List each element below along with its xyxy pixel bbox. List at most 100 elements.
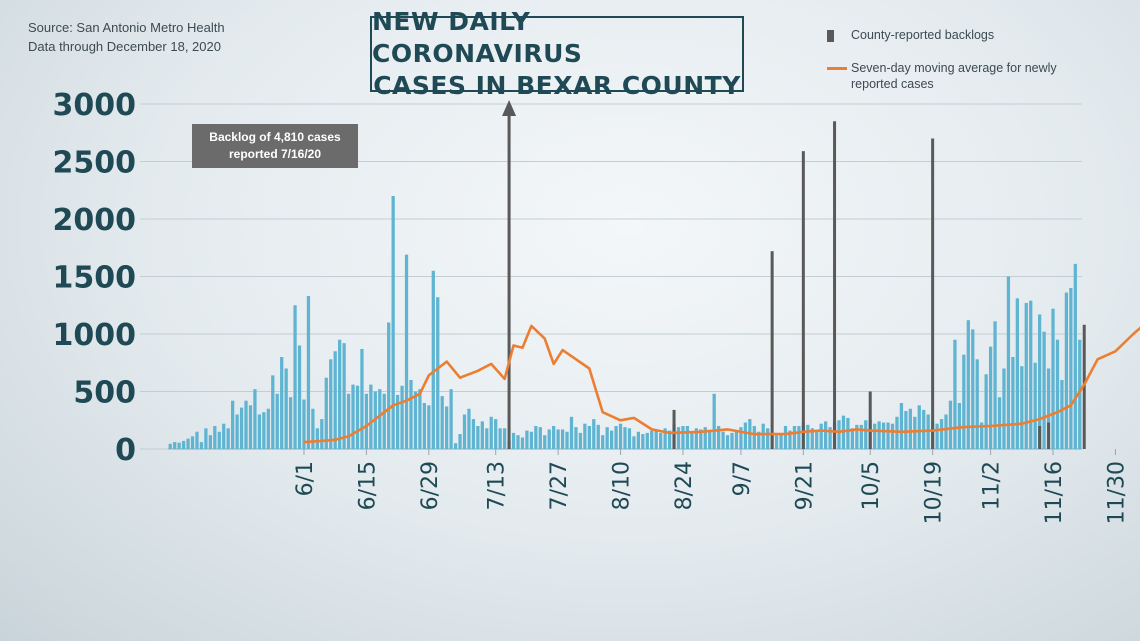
backlog-overflow-arrow-icon xyxy=(502,100,517,116)
case-bar xyxy=(1029,300,1033,449)
case-bar xyxy=(257,414,262,449)
case-bar xyxy=(797,426,801,449)
legend-backlog: County-reported backlogs xyxy=(827,27,994,43)
case-bar xyxy=(288,397,293,449)
case-bar xyxy=(360,348,364,449)
case-bar xyxy=(993,321,997,449)
case-bar xyxy=(1042,331,1046,449)
legend-backlog-label: County-reported backlogs xyxy=(851,28,995,42)
case-bar xyxy=(1069,288,1073,449)
x-tick-label: 11/2 xyxy=(980,461,1005,510)
case-bar xyxy=(975,359,979,449)
case-bar xyxy=(208,435,212,449)
case-bar xyxy=(1073,263,1077,449)
case-bar xyxy=(560,429,565,449)
backlog-swatch-icon xyxy=(827,30,834,42)
case-bar xyxy=(743,422,748,449)
case-bar xyxy=(1060,380,1064,449)
case-bar xyxy=(449,389,453,449)
backlog-bar xyxy=(1038,426,1042,449)
case-bar xyxy=(467,408,471,449)
case-bar xyxy=(440,396,444,449)
case-bar xyxy=(168,443,172,449)
case-bar xyxy=(761,423,765,449)
case-bar xyxy=(939,419,944,449)
case-bar xyxy=(1038,314,1042,449)
case-bar xyxy=(364,393,369,449)
backlog-bar xyxy=(833,121,837,449)
case-bar xyxy=(899,403,904,449)
case-bar xyxy=(525,430,529,449)
case-bar xyxy=(645,432,649,449)
case-bar xyxy=(734,430,739,449)
case-bar xyxy=(877,421,881,449)
case-bar xyxy=(592,419,596,449)
case-bar xyxy=(262,412,266,449)
y-tick-label: 2500 xyxy=(53,146,137,181)
case-bar xyxy=(873,423,877,449)
source-note: Source: San Antonio Metro Health Data th… xyxy=(28,18,225,56)
backlog-bar xyxy=(1047,422,1051,449)
case-bar xyxy=(445,406,449,449)
case-bar xyxy=(217,431,221,449)
case-bar xyxy=(980,422,984,449)
case-bar xyxy=(739,427,743,449)
case-bar xyxy=(712,393,716,449)
case-bar xyxy=(516,435,520,449)
x-tick-label: 11/30 xyxy=(1104,461,1129,524)
case-bar xyxy=(453,443,458,449)
x-tick-label: 10/19 xyxy=(922,461,947,524)
case-bar xyxy=(369,384,373,449)
case-bar xyxy=(409,380,413,449)
case-bar xyxy=(650,430,654,449)
case-bar xyxy=(685,426,690,449)
case-bar xyxy=(810,428,814,449)
x-tick-label: 8/10 xyxy=(610,461,635,510)
case-bar xyxy=(556,429,560,449)
case-bar xyxy=(828,427,832,449)
case-bar xyxy=(609,430,614,449)
case-bar xyxy=(632,436,636,449)
case-bar xyxy=(641,434,645,449)
source-line: Source: San Antonio Metro Health xyxy=(28,20,225,35)
case-bar xyxy=(538,427,542,449)
case-bar xyxy=(654,430,658,449)
case-bar xyxy=(338,339,342,449)
case-bar xyxy=(783,426,788,449)
case-bar xyxy=(418,389,422,449)
case-bar xyxy=(413,391,418,449)
case-bar xyxy=(659,432,663,449)
legend-average-label-1: Seven-day moving average for newly xyxy=(851,61,1057,75)
case-bar xyxy=(534,426,538,449)
x-axis-ticks: 6/1 6/15 6/29 7/13 7/27 8/10 8/24 9/7 9/21 10/5 10… xyxy=(293,449,1129,524)
case-bar xyxy=(623,427,627,449)
chart-title: NEW DAILY CORONAVIRUS CASES IN BEXAR COU… xyxy=(370,7,744,100)
x-tick-label: 7/13 xyxy=(485,461,510,510)
case-bar xyxy=(422,403,426,449)
case-bar xyxy=(253,389,257,449)
case-bar xyxy=(284,368,288,449)
case-bar xyxy=(271,375,275,449)
case-bar xyxy=(699,429,703,449)
case-bar xyxy=(855,424,859,449)
case-bar xyxy=(181,440,186,449)
case-bar xyxy=(248,405,253,449)
case-bar xyxy=(913,416,917,449)
x-tick-label: 9/7 xyxy=(730,461,755,496)
case-bar xyxy=(850,428,855,449)
case-bar xyxy=(173,442,177,449)
case-bar xyxy=(792,426,797,449)
case-bar xyxy=(1033,362,1037,449)
case-bar xyxy=(1024,302,1028,449)
case-bar xyxy=(971,329,975,449)
case-bar xyxy=(529,431,533,449)
case-bar xyxy=(190,436,195,449)
case-bar xyxy=(436,297,440,449)
case-bar xyxy=(837,420,841,449)
case-bar xyxy=(694,428,698,449)
case-bar xyxy=(346,393,351,449)
case-bar xyxy=(324,377,328,449)
case-bar xyxy=(966,320,970,449)
case-bar xyxy=(275,393,279,449)
x-tick-label: 9/21 xyxy=(792,461,817,510)
